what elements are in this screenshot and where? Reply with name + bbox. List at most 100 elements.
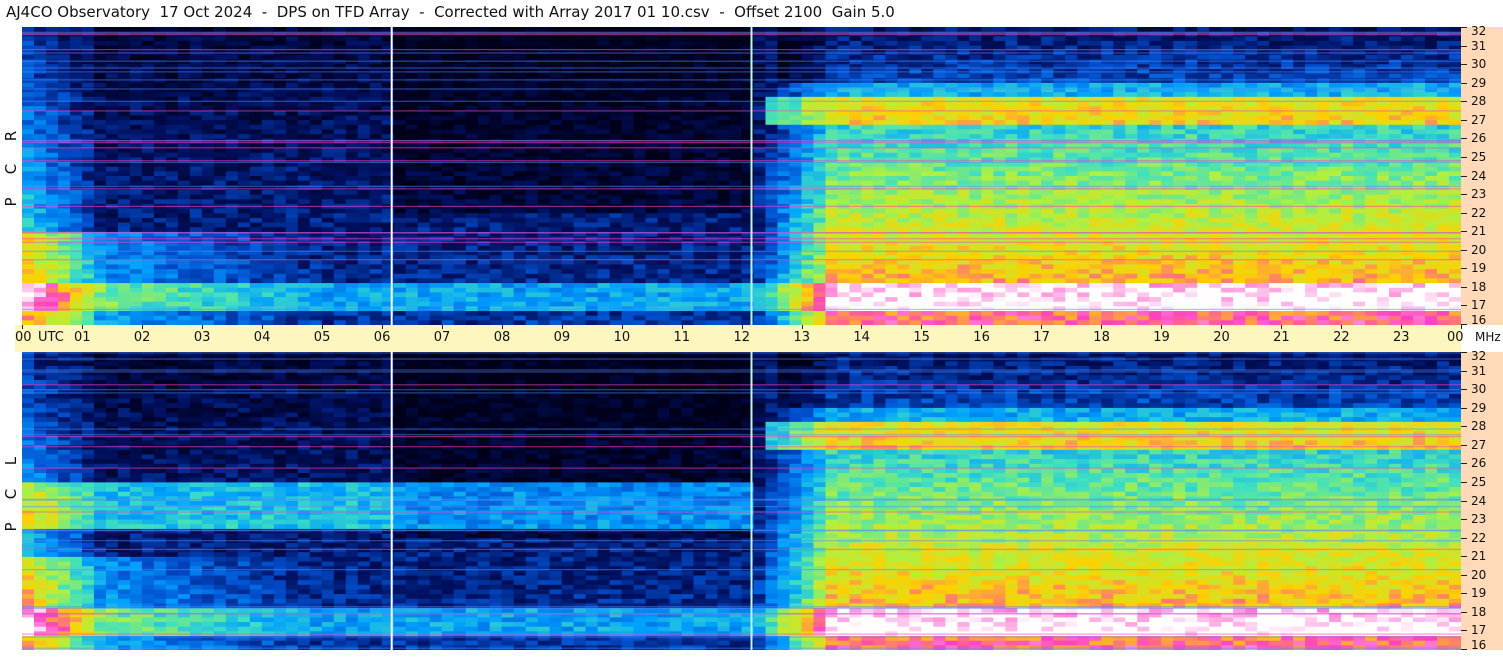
heatmap-cell	[921, 199, 934, 205]
heatmap-cell	[381, 292, 395, 298]
heatmap-cell	[669, 245, 683, 252]
heatmap-cell	[717, 171, 731, 177]
heatmap-cell	[765, 213, 779, 219]
heatmap-cell	[945, 162, 958, 168]
heatmap-cell	[513, 217, 527, 224]
heatmap-cell	[777, 124, 791, 131]
heatmap-cell	[573, 134, 587, 140]
heatmap-cell	[693, 78, 707, 84]
heatmap-cell	[33, 82, 47, 89]
heatmap-cell	[57, 250, 71, 256]
heatmap-cell	[465, 241, 479, 247]
heatmap-cell	[765, 287, 779, 294]
heatmap-cell	[369, 59, 383, 65]
heatmap-cell	[669, 180, 683, 186]
heatmap-cell	[777, 297, 791, 303]
heatmap-cell	[897, 227, 910, 233]
heatmap-cell	[57, 217, 71, 224]
heatmap-cell	[429, 301, 443, 307]
heatmap-cell	[681, 292, 695, 298]
heatmap-cell	[285, 278, 299, 284]
heatmap-cell	[561, 36, 575, 42]
heatmap-cell	[177, 129, 191, 135]
heatmap-cell	[693, 176, 707, 182]
heatmap-cell	[561, 64, 575, 70]
heatmap-cell	[249, 259, 263, 266]
heatmap-cell	[261, 73, 275, 79]
heatmap-cell	[873, 96, 886, 103]
heatmap-cell	[933, 96, 946, 103]
heatmap-cell	[825, 171, 839, 177]
heatmap-cell	[477, 36, 491, 42]
heatmap-cell	[573, 264, 587, 270]
heatmap-cell	[297, 208, 311, 214]
heatmap-cell	[453, 92, 467, 98]
heatmap-cell	[333, 297, 347, 303]
heatmap-cell	[897, 199, 910, 205]
heatmap-cell	[297, 278, 311, 284]
heatmap-cell	[69, 231, 83, 238]
heatmap-cell	[153, 241, 167, 247]
heatmap-cell	[825, 320, 839, 325]
heatmap-cell	[537, 245, 551, 252]
heatmap-cell	[93, 171, 107, 177]
heatmap-cell	[513, 120, 527, 126]
heatmap-cell	[237, 36, 251, 42]
heatmap-cell	[645, 54, 659, 61]
heatmap-cell	[717, 231, 731, 238]
heatmap-cell	[921, 115, 934, 121]
heatmap-cell	[417, 40, 431, 47]
heatmap-cell	[81, 124, 95, 131]
heatmap-cell	[825, 129, 839, 135]
heatmap-cell	[129, 227, 143, 233]
heatmap-cell	[177, 106, 191, 112]
heatmap-cell	[729, 283, 743, 289]
heatmap-cell	[45, 92, 59, 98]
heatmap-cell	[921, 124, 934, 131]
heatmap-cell	[393, 320, 407, 325]
heatmap-cell	[441, 213, 455, 219]
heatmap-cell	[477, 92, 491, 98]
heatmap-cell	[441, 250, 455, 256]
heatmap-cell	[681, 311, 695, 317]
heatmap-cell	[249, 143, 263, 149]
heatmap-cell	[129, 255, 143, 261]
heatmap-cell	[297, 269, 311, 275]
heatmap-cell	[741, 189, 755, 196]
heatmap-cell	[81, 148, 95, 154]
heatmap-cell	[357, 273, 371, 280]
heatmap-cell	[897, 45, 910, 51]
heatmap-cell	[573, 27, 587, 33]
heatmap-cell	[849, 59, 863, 65]
heatmap-cell	[645, 96, 659, 103]
heatmap-cell	[801, 180, 815, 186]
heatmap-cell	[237, 189, 251, 196]
heatmap-cell	[789, 269, 803, 275]
heatmap-cell	[441, 222, 455, 228]
heatmap-cell	[825, 217, 839, 224]
heatmap-cell	[333, 166, 347, 172]
heatmap-cell	[45, 157, 59, 163]
heatmap-cell	[69, 217, 83, 224]
heatmap-cell	[141, 194, 155, 200]
heatmap-cell	[225, 27, 239, 33]
heatmap-cell	[201, 82, 215, 89]
heatmap-cell	[561, 152, 575, 158]
heatmap-cell	[837, 250, 851, 256]
heatmap-cell	[153, 101, 167, 107]
heatmap-cell	[597, 27, 611, 33]
heatmap-cell	[261, 92, 275, 98]
heatmap-cell	[573, 297, 587, 303]
heatmap-cell	[537, 311, 551, 317]
heatmap-cell	[213, 64, 227, 70]
heatmap-cell	[105, 301, 119, 307]
heatmap-cell	[213, 129, 227, 135]
heatmap-cell	[633, 283, 647, 289]
heatmap-cell	[57, 27, 71, 33]
heatmap-cell	[693, 101, 707, 107]
heatmap-cell	[369, 273, 383, 280]
heatmap-cell	[561, 287, 575, 294]
heatmap-cell	[537, 180, 551, 186]
heatmap-cell	[117, 134, 131, 140]
heatmap-cell	[585, 315, 599, 321]
